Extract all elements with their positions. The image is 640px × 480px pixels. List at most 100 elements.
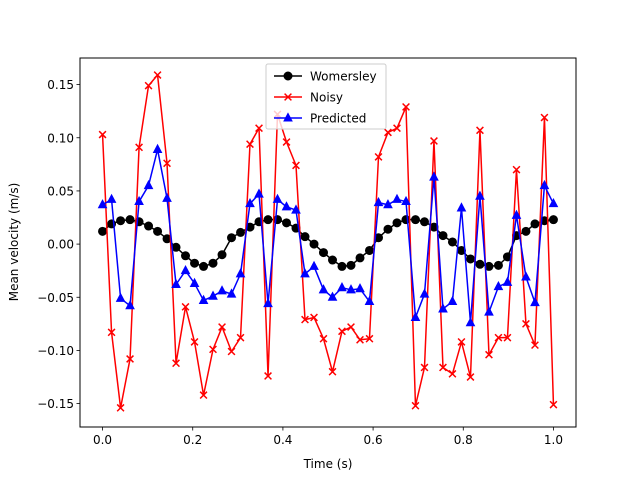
predicted-point [511,209,522,219]
predicted-point [355,283,365,293]
axes-frame [79,57,577,428]
predicted-point [162,192,172,202]
noisy-point [411,401,420,410]
noisy-point [190,337,199,346]
noisy-line [101,74,555,409]
y-tick-label: 0.05 [47,184,74,198]
womersley-point [364,245,374,255]
noisy-point [347,323,355,331]
noisy-point [420,363,429,372]
womersley-point [98,226,108,236]
predicted-point [530,296,540,307]
noisy-point [430,137,438,145]
predicted-point [272,193,283,203]
predicted-point [548,198,559,208]
legend-item-womersley: Womersley [274,70,377,84]
predicted-point [226,288,237,298]
predicted-point [456,202,467,212]
womersley-point [208,258,218,268]
y-axis: −0.15 −0.10 −0.05 0.00 0.05 0.10 0.15 [37,78,80,411]
noisy-point [227,347,236,356]
predicted-point [539,179,550,190]
x-tick-label: 0.6 [364,433,383,447]
plot-area [97,71,559,412]
noisy-point [135,143,143,152]
noisy-point [282,138,291,146]
noisy-point [476,126,484,135]
predicted-point [465,317,476,327]
predicted-point [106,193,117,203]
noisy-point [365,334,374,343]
x-tick-label: 1.0 [544,433,563,447]
womersley-point [181,251,191,261]
y-tick-label: −0.05 [37,291,74,305]
noisy-point [116,403,125,412]
predicted-point [263,297,273,308]
womersley-point [328,255,338,265]
womersley-point [392,218,402,228]
womersley-point [346,260,356,270]
predicted-point [392,193,402,203]
noisy-point [107,328,116,337]
noisy-point [199,391,208,400]
y-tick-label: 0.15 [47,78,74,92]
x-tick-label: 0.4 [273,433,292,447]
predicted-point [254,188,264,198]
legend-item-noisy: Noisy [274,91,343,105]
noisy-point [457,337,466,346]
womersley-point [530,219,540,229]
noisy-point [356,335,364,344]
x-axis: 0.0 0.2 0.4 0.6 0.8 1.0 [93,427,563,447]
y-tick-label: −0.10 [37,344,74,358]
womersley-point [300,232,310,242]
x-tick-label: 0.2 [183,433,202,447]
predicted-point [245,198,255,208]
noisy-point [172,359,180,368]
legend-item-predicted: Predicted [274,112,366,126]
womersley-point [309,239,319,249]
womersley-point [199,261,209,271]
predicted-point [189,277,200,287]
womersley-point [419,217,429,227]
legend: Womersley Noisy Predicted [265,63,387,130]
noisy-point [264,372,272,380]
predicted-point [493,280,504,291]
noisy-point [246,140,254,149]
womersley-point [355,253,365,263]
predicted-point [337,282,347,292]
noisy-point [494,333,503,342]
predicted-point [447,295,458,306]
womersley-point [125,215,135,225]
noisy-point [292,161,300,170]
predicted-point [383,199,393,209]
noisy-point [448,369,457,378]
predicted-point [171,278,181,289]
legend-label: Womersley [310,70,377,84]
legend-marker [283,112,293,122]
womersley-point [465,254,475,264]
noisy-point [319,334,328,343]
predicted-point [125,300,135,310]
womersley-point [171,242,181,252]
predicted-point [180,265,191,275]
womersley-point [318,248,328,258]
legend-box [265,63,387,130]
noisy-point [439,363,447,372]
predicted-point [521,271,531,281]
womersley-point [337,261,347,271]
predicted-point [115,292,126,302]
predicted-point [475,190,485,200]
x-tick-label: 0.8 [454,433,473,447]
womersley-point [475,259,485,269]
y-tick-label: 0.10 [47,131,74,145]
predicted-point [291,204,301,214]
noisy-point [402,102,410,111]
noisy-point [218,323,226,331]
womersley-point [410,215,420,225]
predicted-point [217,285,227,295]
legend-marker [283,71,293,81]
predicted-point [502,276,513,286]
noisy-point [301,315,309,324]
noisy-point [255,124,263,133]
y-tick-label: −0.15 [37,397,74,411]
